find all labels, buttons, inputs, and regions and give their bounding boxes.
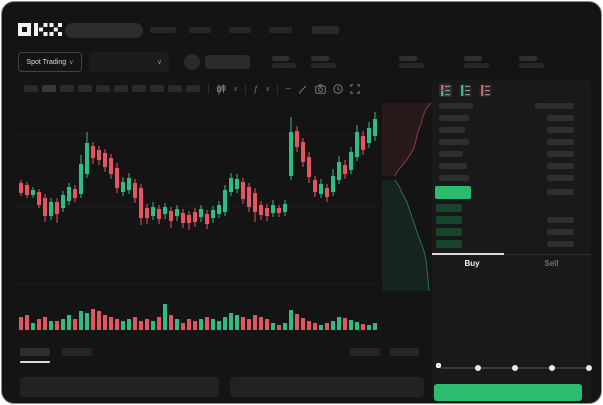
buy-submit-button[interactable] — [434, 384, 582, 401]
stat-label — [399, 56, 417, 61]
stat-label — [311, 56, 329, 61]
ob-col-header-amount — [535, 103, 574, 109]
interval-pill[interactable] — [168, 85, 182, 92]
tab-buy-label: Buy — [464, 258, 480, 268]
slider-stop[interactable] — [475, 365, 481, 371]
stat-value — [519, 63, 544, 68]
bid-price-bar[interactable] — [436, 228, 462, 236]
interval-pill[interactable] — [186, 85, 200, 92]
interval-pill[interactable] — [114, 85, 128, 92]
price-chart[interactable] — [16, 99, 380, 295]
chevron-down-icon: ∨ — [156, 59, 162, 66]
bid-price-bar[interactable] — [436, 240, 462, 248]
market-type-label: Spot Trading — [26, 58, 67, 66]
ask-size-bar[interactable] — [547, 175, 574, 181]
slider-stop[interactable] — [512, 365, 518, 371]
divider — [277, 84, 279, 94]
nav-item[interactable] — [150, 27, 176, 33]
orders-panel-placeholder — [20, 377, 219, 397]
stat-value — [272, 63, 296, 68]
orders-panel-placeholder — [230, 377, 424, 397]
chevron-down-icon[interactable]: ∨ — [233, 86, 239, 93]
ask-price-bar[interactable] — [439, 163, 467, 169]
chart-bottom-placeholder[interactable] — [350, 348, 380, 356]
ask-size-bar[interactable] — [547, 139, 574, 145]
interval-pill[interactable] — [132, 85, 146, 92]
stat-label — [272, 56, 289, 61]
interval-pill[interactable] — [60, 85, 74, 92]
interval-pill[interactable] — [42, 85, 56, 92]
tab-sell-label: Sell — [544, 258, 559, 268]
nav-item[interactable] — [269, 27, 292, 33]
bid-size-bar[interactable] — [547, 241, 574, 247]
candles-layer — [19, 112, 377, 230]
line-tool-icon[interactable]: ~ — [285, 83, 292, 95]
divider — [245, 84, 247, 94]
stat-value — [311, 63, 336, 68]
clock-icon[interactable] — [333, 84, 343, 94]
stat-value — [464, 63, 489, 68]
tab-buy[interactable]: Buy — [432, 256, 512, 270]
okx-logo[interactable] — [18, 23, 63, 37]
book-view-combined-icon[interactable] — [439, 84, 452, 97]
ask-size-bar[interactable] — [547, 127, 574, 133]
camera-icon[interactable] — [315, 84, 326, 94]
chart-toolbar-icons: ∨ ƒ ∨ ~ — [208, 83, 360, 95]
divider — [208, 84, 209, 94]
ask-size-bar[interactable] — [547, 163, 574, 169]
depth-chart — [382, 102, 432, 292]
order-book-panel: Buy Sell — [432, 80, 592, 402]
interval-pill[interactable] — [24, 85, 38, 92]
bid-size-bar[interactable] — [547, 217, 574, 223]
stat-label — [519, 56, 537, 61]
price-display-placeholder — [205, 55, 250, 69]
expand-icon[interactable] — [350, 84, 360, 94]
pencil-icon[interactable] — [298, 84, 308, 94]
pair-selector[interactable]: ∨ — [89, 52, 169, 72]
market-type-selector[interactable]: Spot Trading ∨ — [18, 52, 82, 72]
indicator-icon[interactable]: ƒ — [253, 84, 259, 94]
chart-bottom-tab[interactable] — [62, 348, 92, 356]
slider-stop[interactable] — [549, 365, 555, 371]
interval-pill[interactable] — [78, 85, 92, 92]
active-tab-underline — [20, 361, 50, 363]
slider-stop[interactable] — [586, 365, 592, 371]
interval-pills — [24, 85, 200, 92]
ask-size-bar[interactable] — [547, 115, 574, 121]
ask-price-bar[interactable] — [439, 151, 463, 157]
chevron-down-icon: ∨ — [69, 59, 74, 66]
volume-histogram — [19, 304, 377, 330]
stat-label — [464, 56, 482, 61]
bid-price-bar[interactable] — [436, 216, 462, 224]
search-input[interactable] — [65, 23, 143, 38]
ask-size-bar[interactable] — [547, 189, 574, 195]
nav-item[interactable] — [312, 26, 339, 34]
book-view-sell-icon[interactable] — [479, 84, 492, 97]
ob-col-header-price — [439, 103, 473, 109]
candle-chart-icon[interactable] — [216, 84, 226, 95]
chart-bottom-tab[interactable] — [20, 348, 50, 356]
ob-divider — [432, 254, 591, 255]
tab-sell[interactable]: Sell — [512, 256, 591, 270]
last-price-bar[interactable] — [435, 186, 471, 199]
buy-tab-underline — [432, 253, 504, 255]
nav-item[interactable] — [229, 27, 251, 33]
ask-size-bar[interactable] — [547, 151, 574, 157]
bid-price-bar[interactable] — [436, 204, 462, 212]
interval-pill[interactable] — [96, 85, 110, 92]
ask-price-bar[interactable] — [439, 175, 469, 181]
ask-price-bar[interactable] — [439, 115, 469, 121]
chart-bottom-placeholder[interactable] — [390, 348, 419, 356]
avatar[interactable] — [184, 54, 200, 70]
bid-size-bar[interactable] — [547, 229, 574, 235]
ask-price-bar[interactable] — [439, 127, 465, 133]
stat-value — [399, 63, 424, 68]
interval-pill[interactable] — [150, 85, 164, 92]
ask-price-bar[interactable] — [439, 139, 469, 145]
chevron-down-icon[interactable]: ∨ — [265, 86, 271, 93]
book-view-buy-icon[interactable] — [459, 84, 472, 97]
nav-item[interactable] — [189, 27, 211, 33]
slider-handle[interactable] — [436, 363, 441, 368]
